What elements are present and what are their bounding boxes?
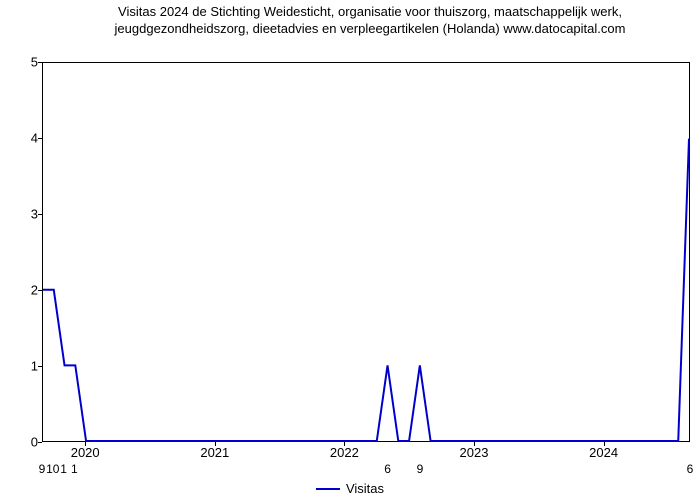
x-tick-mark [604, 442, 605, 446]
legend-label: Visitas [346, 481, 384, 496]
x-tick-mark [215, 442, 216, 446]
x-tick-label: 2021 [200, 445, 229, 460]
y-tick-label: 5 [8, 55, 38, 70]
x-tick-mark [344, 442, 345, 446]
data-point-label: 9 [417, 462, 424, 476]
x-tick-label: 2024 [589, 445, 618, 460]
y-tick-label: 0 [8, 435, 38, 450]
y-tick-mark [38, 442, 42, 443]
data-point-label: 1 [71, 462, 78, 476]
data-point-label: 6 [687, 462, 694, 476]
x-tick-label: 2022 [330, 445, 359, 460]
chart-container: Visitas 2024 de Stichting Weidesticht, o… [0, 0, 700, 500]
data-point-label: 6 [384, 462, 391, 476]
plot-area [42, 62, 690, 442]
line-series [43, 63, 689, 441]
x-tick-label: 2023 [460, 445, 489, 460]
x-tick-label: 2020 [71, 445, 100, 460]
legend: Visitas [316, 481, 384, 496]
y-tick-label: 3 [8, 207, 38, 222]
y-tick-label: 2 [8, 283, 38, 298]
x-tick-mark [474, 442, 475, 446]
legend-swatch [316, 488, 340, 490]
y-tick-label: 4 [8, 131, 38, 146]
x-tick-mark [85, 442, 86, 446]
data-point-label: 1 [60, 462, 67, 476]
data-point-label: 10 [46, 462, 59, 476]
chart-title: Visitas 2024 de Stichting Weidesticht, o… [50, 4, 690, 38]
y-tick-label: 1 [8, 359, 38, 374]
data-point-label: 9 [39, 462, 46, 476]
